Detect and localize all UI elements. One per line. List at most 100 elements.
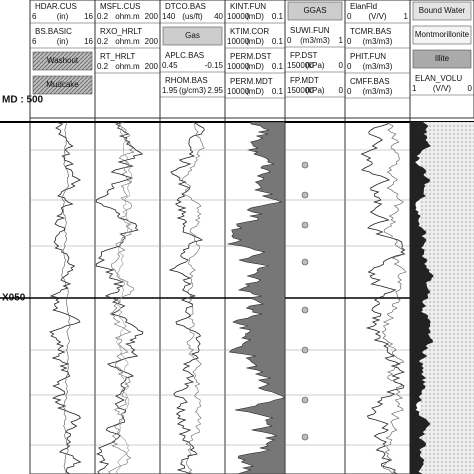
scale-unit: (us/ft): [182, 12, 203, 21]
legend-label: Washout: [47, 56, 79, 65]
scale-unit: (mD): [246, 37, 264, 46]
scale-unit: ohm.m: [115, 37, 140, 46]
log-curve: [61, 121, 71, 474]
scale-right: 0: [468, 84, 473, 93]
curve-name: PERM.MDT: [230, 77, 273, 86]
scale-unit: (g/cm3): [179, 86, 206, 95]
log-curve: [181, 121, 205, 474]
scale-right: 0.1: [272, 87, 284, 96]
curve-name: MSFL.CUS: [100, 2, 140, 11]
curve-name: CMFF.BAS: [350, 77, 390, 86]
scale-right: 16: [84, 12, 93, 21]
curve-name: ELAN_VOLU: [415, 74, 462, 83]
legend-label: Illite: [435, 54, 450, 63]
log-curve: [381, 121, 407, 474]
scale-right: 200: [145, 12, 159, 21]
scale-right: 16: [84, 37, 93, 46]
scale-left: 150000: [287, 61, 314, 70]
depth-unit: MD : 500: [2, 95, 44, 106]
scale-unit: (in): [57, 12, 69, 21]
curve-name: DTCO.BAS: [165, 2, 206, 11]
log-curve: [227, 121, 286, 474]
scale-left: 0: [347, 87, 352, 96]
scale-right: 2.95: [207, 86, 223, 95]
scale-unit: (mD): [246, 12, 264, 21]
curve-name: RT_HRLT: [100, 52, 135, 61]
pressure-point: [301, 258, 309, 266]
scale-left: 0.2: [97, 12, 109, 21]
scale-left: 1.95: [162, 86, 178, 95]
legend-box: [412, 49, 472, 69]
pressure-point: [301, 396, 309, 404]
scale-right: 40: [214, 12, 223, 21]
curve-name: ElanFld: [350, 2, 377, 11]
legend-box: [32, 51, 93, 71]
scale-unit: (mD): [246, 62, 264, 71]
curve-name: KTIM.COR: [230, 27, 269, 36]
curve-name: TCMR.BAS: [350, 27, 391, 36]
scale-left: 0.2: [97, 62, 109, 71]
scale-left: 6: [32, 37, 37, 46]
scale-left: 10000: [227, 87, 250, 96]
scale-unit: (in): [57, 37, 69, 46]
pressure-point: [301, 161, 309, 169]
pressure-point: [301, 306, 309, 314]
scale-right: 0: [339, 61, 344, 70]
scale-right: 0.1: [272, 37, 284, 46]
scale-left: 0.2: [97, 37, 109, 46]
scale-right: 1: [404, 12, 409, 21]
curve-name: FP.MDT: [290, 76, 319, 85]
legend-box: [162, 26, 223, 46]
scale-left: 0: [287, 36, 292, 45]
scale-left: 0: [347, 12, 352, 21]
legend-label: Mudcake: [46, 80, 79, 89]
log-curve: [409, 121, 434, 474]
curve-name: BS.BASIC: [35, 27, 72, 36]
log-curve: [360, 121, 406, 474]
scale-unit: (m3/m3): [363, 62, 393, 71]
curve-name: KINT.FUN: [230, 2, 266, 11]
scale-right: 0.1: [272, 62, 284, 71]
scale-unit: ohm.m: [115, 62, 140, 71]
curve-name: RHOM.BAS: [165, 76, 208, 85]
legend-label: Bound Water: [419, 6, 466, 15]
scale-left: 150000: [287, 86, 314, 95]
scale-left: 10000: [227, 37, 250, 46]
log-curve: [49, 121, 82, 474]
curve-name: PERM.DST: [230, 52, 271, 61]
scale-right: 1: [339, 36, 344, 45]
curve-name: RXO_HRLT: [100, 27, 142, 36]
scale-unit: (mD): [246, 87, 264, 96]
scale-left: 1: [412, 84, 417, 93]
pressure-point: [301, 221, 309, 229]
scale-left: 6: [32, 12, 37, 21]
curve-name: APLC.BAS: [165, 51, 204, 60]
scale-left: 10000: [227, 12, 250, 21]
scale-left: 0: [347, 37, 352, 46]
pressure-point: [301, 346, 309, 354]
scale-unit: (m3/m3): [300, 36, 330, 45]
log-curve: [168, 121, 205, 474]
scale-unit: ohm.m: [115, 12, 140, 21]
legend-box: [287, 1, 343, 21]
curve-name: SUWI.FUN: [290, 26, 330, 35]
scale-right: 200: [145, 62, 159, 71]
scale-left: 140: [162, 12, 176, 21]
scale-unit: (V/V): [368, 12, 387, 21]
scale-right: 0.1: [272, 12, 284, 21]
legend-box: [412, 1, 472, 21]
curve-name: PHIT.FUN: [350, 52, 386, 61]
legend-label: Montmorillonite: [415, 30, 470, 39]
curve-name: FP.DST: [290, 51, 318, 60]
scale-unit: (kPa): [305, 86, 324, 95]
scale-left: 10000: [227, 62, 250, 71]
scale-unit: (m3/m3): [363, 37, 393, 46]
log-curve: [115, 121, 133, 474]
scale-right: 200: [145, 37, 159, 46]
scale-left: 0.45: [162, 61, 178, 70]
scale-right: -0.15: [205, 61, 224, 70]
legend-label: GGAS: [303, 6, 326, 15]
scale-unit: (m3/m3): [363, 87, 393, 96]
